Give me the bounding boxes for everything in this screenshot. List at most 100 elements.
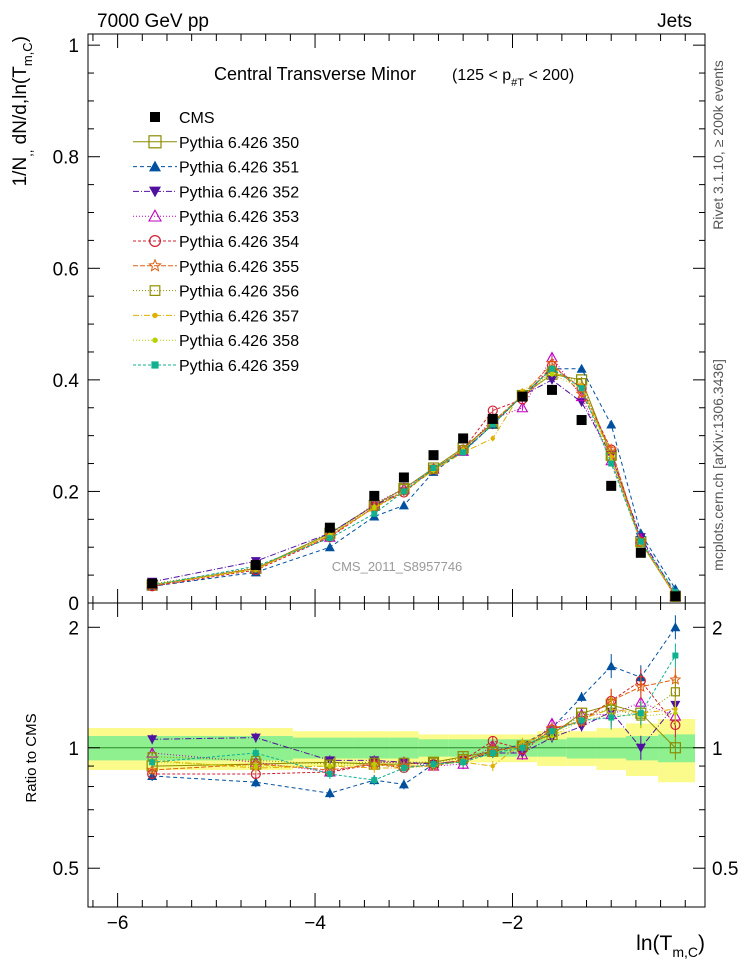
cms-data-point bbox=[546, 384, 557, 395]
ratio-point bbox=[606, 661, 617, 671]
ratio-y-tick-labels: 0.5 0.5 1 1 2 2 bbox=[53, 618, 739, 880]
ratio-point bbox=[635, 743, 646, 753]
data-point bbox=[326, 535, 333, 542]
ylabel-main: 1/N bbox=[10, 157, 31, 187]
ratio-point bbox=[147, 735, 158, 745]
ratio-point bbox=[146, 763, 159, 776]
main-series-layer bbox=[146, 351, 682, 602]
subtitle-sub: #T bbox=[511, 77, 524, 89]
legend-marker bbox=[150, 112, 160, 122]
legend-marker bbox=[148, 258, 162, 272]
header-left: 7000 GeV pp bbox=[97, 11, 209, 32]
data-point bbox=[372, 504, 377, 510]
legend-item: Pythia 6.426 352 bbox=[133, 184, 299, 201]
ratio-point bbox=[324, 788, 335, 798]
legend-label: Pythia 6.426 354 bbox=[179, 234, 299, 251]
data-point bbox=[324, 542, 335, 552]
legend-label: Pythia 6.426 355 bbox=[179, 259, 299, 276]
ratio-line bbox=[152, 679, 676, 771]
ratio-panel: 0.5 0.5 1 1 2 2 −6 −4 −2 Ratio to CMS ln(Tm,C) bbox=[23, 602, 739, 960]
ratio-point bbox=[608, 714, 615, 721]
green-band bbox=[658, 734, 695, 763]
legend-marker bbox=[149, 285, 161, 296]
y-tick-label: 0.2 bbox=[53, 482, 79, 503]
ratio-series-pythia-6.426-351 bbox=[147, 615, 681, 799]
xlabel-post: ) bbox=[698, 932, 705, 955]
legend-label: Pythia 6.426 350 bbox=[179, 135, 299, 152]
data-point bbox=[608, 460, 615, 467]
ratio-point bbox=[327, 763, 333, 769]
cms-data-point bbox=[369, 490, 380, 501]
cms-data-point bbox=[458, 433, 469, 444]
ylabel-mid: dN/d,ln(T bbox=[10, 66, 31, 150]
legend-label: Pythia 6.426 353 bbox=[179, 209, 299, 226]
ratio-point bbox=[637, 710, 644, 717]
ratio-point bbox=[430, 761, 437, 768]
legend-item: Pythia 6.426 356 bbox=[133, 284, 299, 301]
ratio-point bbox=[372, 761, 377, 767]
ratio-point bbox=[490, 763, 496, 769]
ratio-point bbox=[253, 763, 259, 769]
cms-data-layer bbox=[147, 384, 681, 602]
y-tick-label: 0 bbox=[68, 594, 79, 615]
ratio-point bbox=[519, 744, 526, 751]
data-point bbox=[516, 401, 529, 413]
main-panel: 00.20.40.60.81 Central Transverse Minor … bbox=[10, 33, 706, 615]
series-line bbox=[152, 362, 676, 596]
ratio-point bbox=[548, 728, 555, 735]
legend-marker bbox=[149, 160, 161, 172]
main-axis-ticks bbox=[88, 34, 705, 604]
ratio-uncertainty-bands bbox=[88, 718, 695, 783]
legend-marker bbox=[149, 186, 161, 198]
ylabel-sub2: m,C bbox=[20, 42, 35, 66]
data-point bbox=[490, 436, 496, 441]
ratio-line bbox=[152, 655, 676, 781]
x-tick-label: −6 bbox=[107, 913, 129, 934]
mcplots-label: mcplots.cern.ch [arXiv:1306.3436] bbox=[710, 359, 726, 571]
ratio-series-pythia-6.426-359 bbox=[149, 643, 679, 786]
legend-label: Pythia 6.426 358 bbox=[179, 333, 299, 350]
ratio-point bbox=[578, 717, 585, 724]
y-tick-label: 0.6 bbox=[53, 259, 79, 280]
cms-data-point bbox=[398, 472, 409, 483]
ratio-line bbox=[152, 680, 676, 775]
ratio-axis-ticks bbox=[88, 603, 705, 907]
data-point bbox=[371, 510, 378, 517]
data-point bbox=[576, 363, 587, 373]
ratio-y-tick-label-right: 2 bbox=[712, 618, 723, 639]
ratio-point bbox=[460, 759, 467, 766]
ratio-point bbox=[673, 710, 678, 716]
legend-marker bbox=[148, 209, 162, 222]
legend-label: CMS bbox=[179, 110, 215, 127]
watermark: CMS_2011_S8957746 bbox=[332, 559, 463, 574]
ratio-point bbox=[670, 687, 680, 697]
ratio-y-tick-label-left: 2 bbox=[68, 618, 79, 639]
data-point bbox=[549, 372, 555, 377]
ratio-point bbox=[669, 742, 681, 754]
legend-label: Pythia 6.426 356 bbox=[179, 284, 299, 301]
ratio-frame bbox=[87, 602, 706, 908]
cms-data-point bbox=[670, 591, 681, 602]
xlabel-main: ln(T bbox=[636, 932, 672, 955]
legend-item: Pythia 6.426 359 bbox=[133, 358, 299, 375]
legend-marker bbox=[152, 337, 158, 343]
legend-item: Pythia 6.426 354 bbox=[133, 234, 299, 251]
cms-data-point bbox=[147, 578, 158, 589]
cms-data-point bbox=[324, 522, 335, 533]
y-tick-label: 1 bbox=[68, 36, 79, 57]
data-point bbox=[578, 385, 585, 392]
ratio-point bbox=[326, 770, 333, 777]
legend-item: Pythia 6.426 351 bbox=[133, 160, 299, 177]
ratio-point bbox=[400, 765, 407, 772]
xlabel-sub: m,C bbox=[672, 944, 698, 960]
series-line bbox=[152, 379, 676, 595]
ratio-y-axis-label: Ratio to CMS bbox=[23, 713, 40, 802]
ylabel-post: ) bbox=[10, 36, 31, 42]
data-point bbox=[606, 419, 617, 429]
data-point bbox=[460, 449, 467, 456]
ratio-line bbox=[152, 627, 676, 794]
x-tick-label: −4 bbox=[304, 913, 326, 934]
header-right: Jets bbox=[657, 11, 692, 32]
x-tick-label: −2 bbox=[502, 913, 524, 934]
